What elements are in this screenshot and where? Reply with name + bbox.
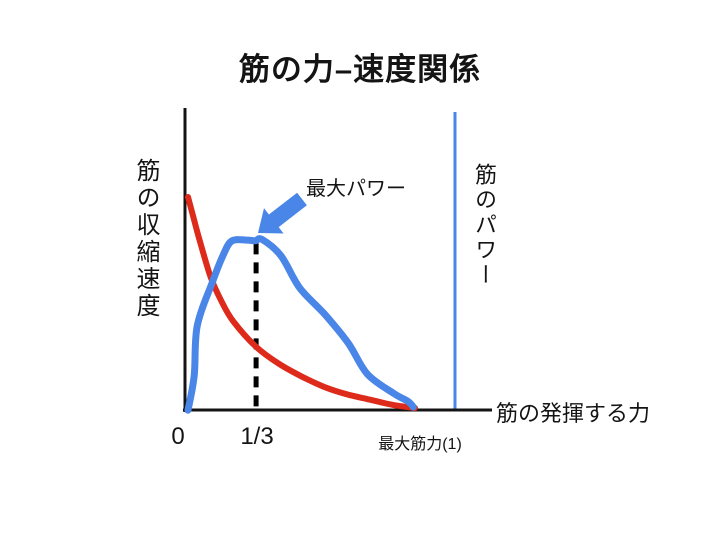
force-velocity-curve [185, 194, 418, 411]
x-tick-one-third: 1/3 [240, 423, 274, 450]
x-axis-label: 筋の発揮する力 [496, 401, 651, 426]
chart-title: 筋の力–速度関係 [238, 52, 482, 87]
x-tick-max-force: 最大筋力(1) [378, 436, 462, 453]
x-tick-zero: 0 [171, 423, 185, 450]
power-curve [184, 235, 417, 414]
max-power-annotation: 最大パワー [306, 178, 406, 200]
y-axis-label-power: 筋のパワー [472, 163, 497, 288]
y-axis-label-velocity: 筋の収縮速度 [132, 158, 159, 320]
annotation-arrow-icon [258, 192, 307, 234]
